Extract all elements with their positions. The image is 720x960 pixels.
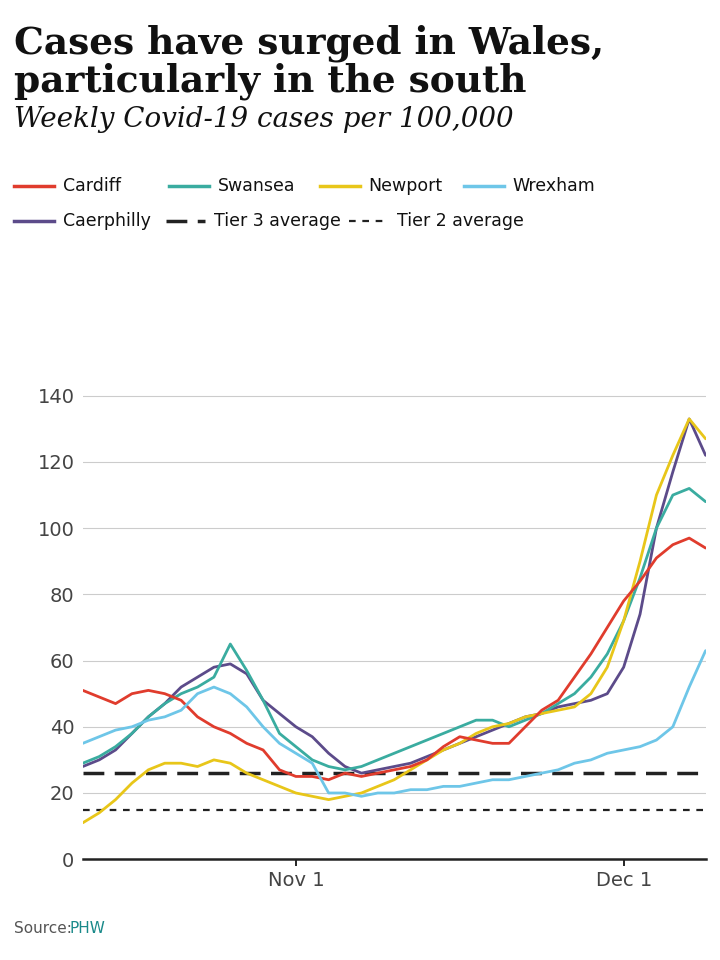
Text: particularly in the south: particularly in the south xyxy=(14,62,527,100)
Text: Cardiff: Cardiff xyxy=(63,178,121,195)
Text: Wrexham: Wrexham xyxy=(513,178,595,195)
Text: Cases have surged in Wales,: Cases have surged in Wales, xyxy=(14,24,605,61)
Text: Source:: Source: xyxy=(14,921,77,936)
Text: Caerphilly: Caerphilly xyxy=(63,212,150,229)
Text: Weekly Covid-19 cases per 100,000: Weekly Covid-19 cases per 100,000 xyxy=(14,106,514,132)
Text: Tier 2 average: Tier 2 average xyxy=(397,212,524,229)
Text: Swansea: Swansea xyxy=(217,178,295,195)
Text: Tier 3 average: Tier 3 average xyxy=(214,212,341,229)
Text: PHW: PHW xyxy=(69,921,105,936)
Text: Newport: Newport xyxy=(369,178,443,195)
